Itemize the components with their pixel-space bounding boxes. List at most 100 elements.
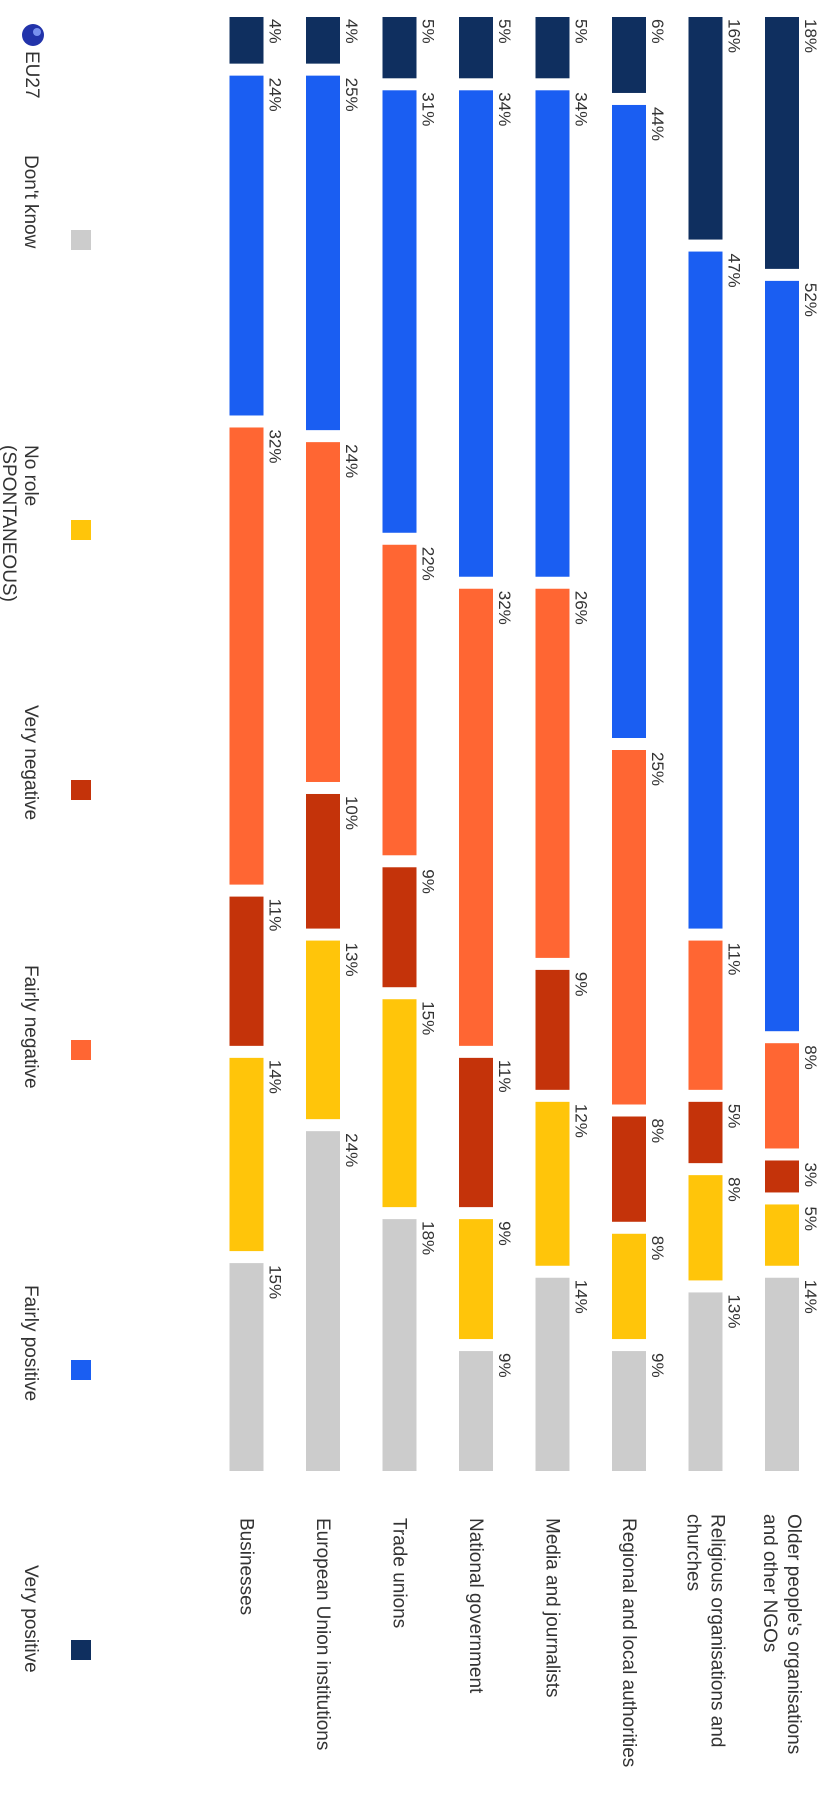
data-label: 24%: [342, 1133, 361, 1167]
legend-label: Very positive: [20, 1565, 41, 1673]
bar-segment: [612, 1351, 646, 1472]
bar-segment: [612, 104, 646, 738]
data-label: 26%: [572, 591, 591, 625]
data-label: 3%: [801, 1162, 820, 1187]
bar-segment: [382, 867, 417, 988]
legend-label: Don't know: [20, 155, 41, 249]
bar-segment: [688, 1101, 723, 1164]
bar-segment: [765, 1204, 799, 1266]
data-label: 11%: [725, 943, 744, 976]
legend-swatch: [71, 230, 91, 250]
category-label: Media and journalists: [542, 1518, 563, 1698]
bar-segment: [535, 969, 570, 1090]
bar-segment: [459, 90, 493, 577]
data-label: 9%: [495, 1221, 514, 1246]
bar-segment: [459, 1219, 493, 1340]
data-label: 9%: [495, 1353, 514, 1378]
bar-segment: [612, 1116, 646, 1222]
bar-segment: [535, 17, 570, 79]
data-label: 9%: [572, 972, 591, 997]
data-label: 18%: [801, 19, 820, 53]
data-label: 6%: [648, 19, 667, 44]
bar-segment: [229, 75, 264, 416]
bar-segment: [612, 1233, 646, 1340]
category-label: Religious organisations and: [707, 1514, 728, 1747]
data-label: 11%: [266, 899, 285, 932]
data-label: 15%: [266, 1265, 285, 1299]
bar-segment: [229, 896, 264, 1046]
data-label: 8%: [648, 1119, 667, 1144]
bar-segment: [229, 1057, 264, 1252]
bar-segment: [306, 1131, 340, 1472]
data-label: 14%: [266, 1060, 285, 1094]
bar-segment: [688, 940, 723, 1090]
category-label: Older people's organisations: [783, 1514, 804, 1754]
data-label: 14%: [572, 1280, 591, 1314]
bar-segment: [459, 1351, 493, 1472]
bar-segment: [382, 17, 417, 79]
bar-segment: [382, 90, 417, 533]
bar-segment: [612, 17, 646, 93]
data-label: 5%: [725, 1104, 744, 1129]
legend-swatch: [71, 520, 91, 540]
bar-segment: [229, 1263, 264, 1471]
bar-segment: [382, 1219, 417, 1471]
bar-segment: [612, 750, 646, 1105]
category-label: National government: [465, 1518, 486, 1694]
data-label: 5%: [572, 19, 591, 44]
data-label: 4%: [266, 19, 285, 44]
category-label: and other NGOs: [759, 1514, 780, 1652]
data-label: 8%: [801, 1045, 820, 1070]
bar-segment: [688, 251, 723, 929]
bar-segment: [306, 442, 340, 782]
legend-label: Fairly positive: [20, 1285, 41, 1401]
bar-segment: [459, 1057, 493, 1208]
bar-segment: [765, 17, 799, 269]
data-label: 16%: [725, 19, 744, 53]
data-label: 8%: [725, 1177, 744, 1202]
data-label: 44%: [648, 107, 667, 141]
bar-segment: [688, 1292, 723, 1472]
data-label: 10%: [342, 796, 361, 830]
data-label: 25%: [648, 752, 667, 786]
data-label: 32%: [495, 591, 514, 625]
data-label: 24%: [266, 78, 285, 112]
data-label: 15%: [419, 1001, 438, 1035]
eu27-flag-icon: [33, 28, 41, 36]
bar-segment: [382, 544, 417, 856]
bar-segment: [306, 75, 340, 431]
data-label: 31%: [419, 92, 438, 126]
data-label: 52%: [801, 283, 820, 317]
data-label: 32%: [266, 429, 285, 463]
data-label: 47%: [725, 254, 744, 288]
bar-segment: [229, 17, 264, 64]
data-label: 18%: [419, 1221, 438, 1255]
data-label: 9%: [648, 1353, 667, 1378]
data-label: 5%: [419, 19, 438, 44]
data-label: 25%: [342, 78, 361, 112]
data-label: 9%: [419, 869, 438, 894]
legend-swatch: [71, 1360, 91, 1380]
bar-segment: [765, 1160, 799, 1193]
legend-swatch: [71, 780, 91, 800]
bar-segment: [382, 999, 417, 1208]
category-label: European Union institutions: [312, 1518, 333, 1750]
data-label: 22%: [419, 547, 438, 581]
bar-segment: [229, 427, 264, 885]
data-label: 11%: [495, 1060, 514, 1093]
legend-swatch: [71, 1640, 91, 1660]
bar-segment: [535, 1101, 570, 1266]
data-label: 24%: [342, 444, 361, 478]
data-label: 34%: [495, 92, 514, 126]
bar-segment: [688, 17, 723, 240]
eu27-flag-icon: [22, 24, 44, 46]
legend-label: No role: [20, 445, 41, 506]
data-label: 12%: [572, 1104, 591, 1138]
category-label: churches: [683, 1514, 704, 1591]
legend-swatch: [71, 1040, 91, 1060]
legend-label: Fairly negative: [20, 965, 41, 1089]
bar-segment: [535, 1277, 570, 1472]
legend-label: Very negative: [20, 705, 41, 820]
data-label: 5%: [495, 19, 514, 44]
